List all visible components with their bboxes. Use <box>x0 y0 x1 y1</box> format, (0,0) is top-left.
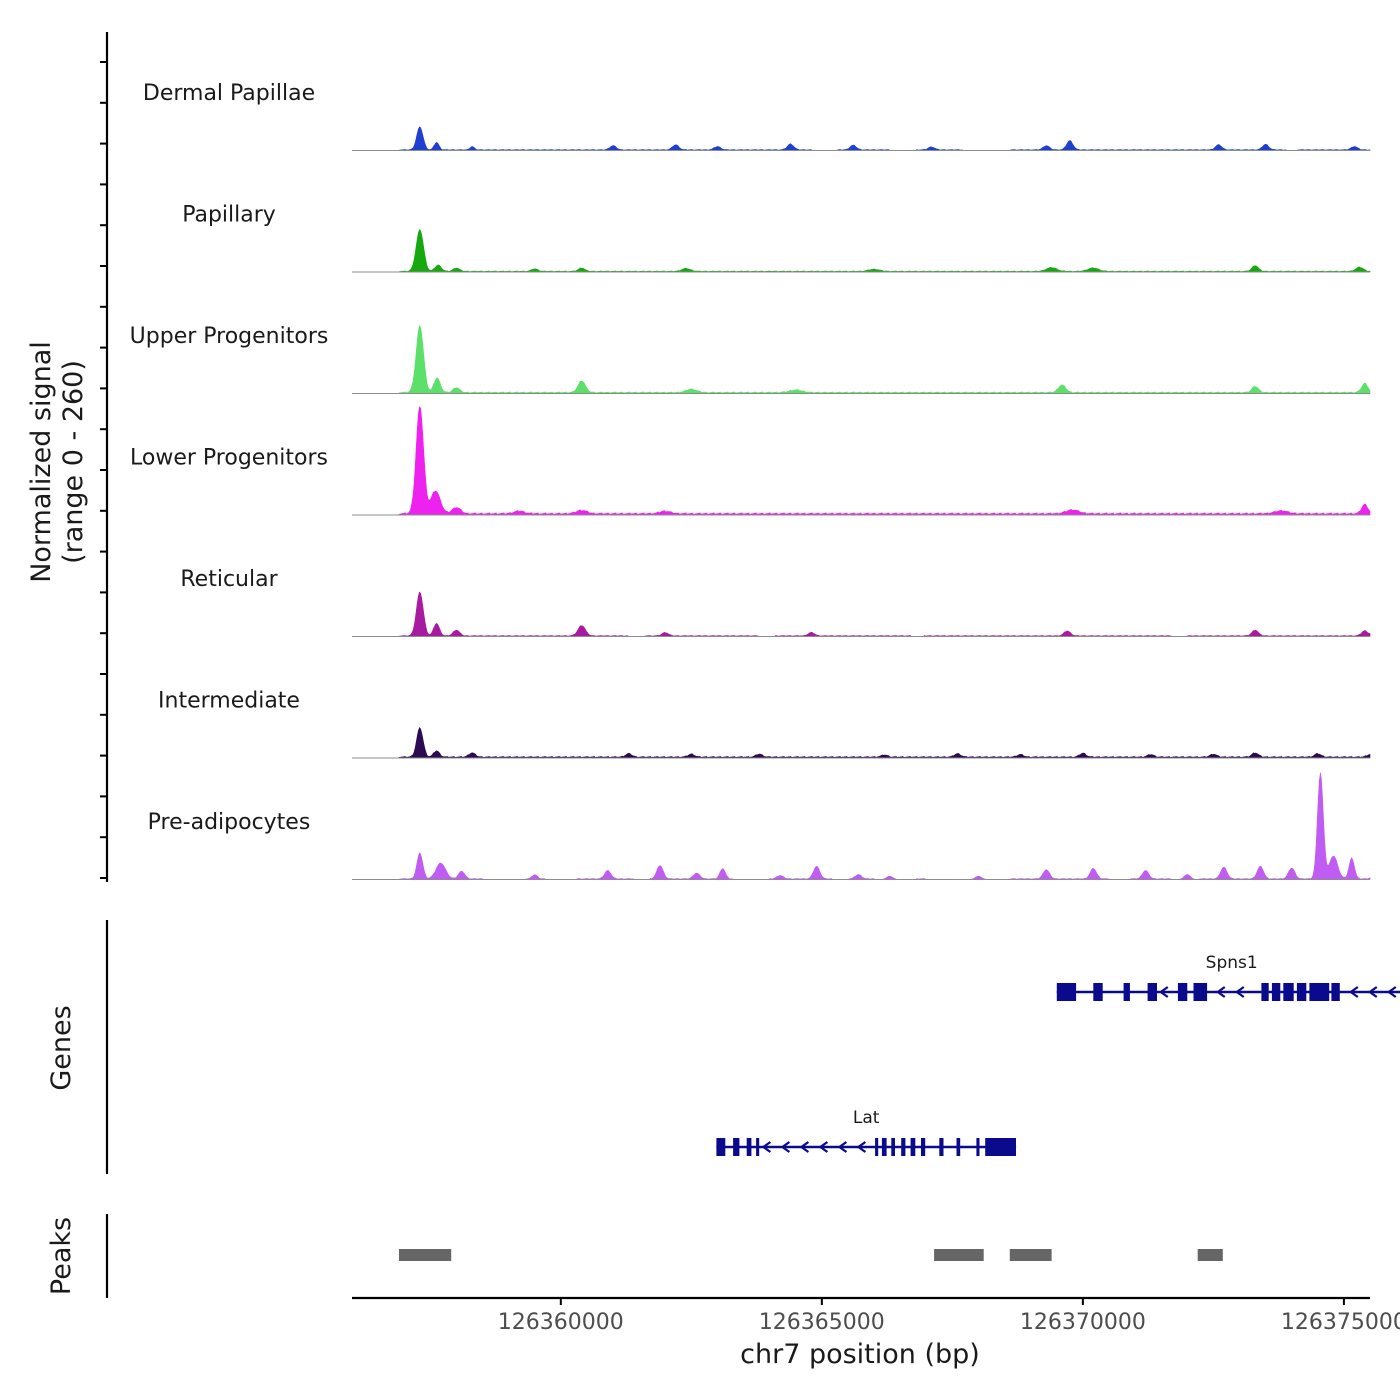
strand-arrow <box>799 1141 810 1153</box>
gene-exon <box>756 1138 760 1156</box>
strand-arrow <box>837 1141 848 1153</box>
peaks-panel-title: Peaks <box>46 1217 77 1295</box>
gene-exon <box>901 1138 906 1156</box>
gene-exon <box>1056 983 1077 1001</box>
track-label: Lower Progenitors <box>130 446 328 471</box>
track-dermal-papillae: Dermal Papillae <box>143 81 1371 151</box>
gene-exon <box>956 1138 961 1156</box>
track-intermediate: Intermediate <box>158 689 1371 759</box>
coverage-area <box>398 727 1371 759</box>
gene-exon <box>976 1138 980 1156</box>
track-lower-progenitors: Lower Progenitors <box>130 406 1371 516</box>
track-pre-adipocytes: Pre-adipocytes <box>148 772 1371 880</box>
peak-region <box>1197 1249 1223 1261</box>
gene-exon <box>1123 983 1130 1001</box>
gene-exon <box>891 1138 895 1156</box>
track-papillary: Papillary <box>182 203 1371 273</box>
gene-exon <box>1271 983 1281 1001</box>
gene-exon <box>1331 983 1340 1001</box>
coverage-area <box>398 229 1371 273</box>
coverage-area <box>398 772 1371 880</box>
track-reticular: Reticular <box>180 567 1371 637</box>
coverage-y-axis-ticks <box>100 61 107 879</box>
track-label: Reticular <box>180 567 278 592</box>
gene-exon <box>1261 983 1269 1001</box>
y-axis-title-line2: (range 0 - 260) <box>58 360 89 564</box>
gene-exon <box>746 1138 752 1156</box>
x-tick-label: 126360000 <box>498 1310 624 1335</box>
gene-annotation-panel: Lat Spns1 <box>716 953 1400 1156</box>
genes-panel-title: Genes <box>46 1005 77 1090</box>
x-tick-label: 126375000 <box>1281 1310 1400 1335</box>
gene-exon <box>1147 983 1157 1001</box>
peak-region <box>934 1249 984 1261</box>
strand-arrow <box>1367 986 1378 998</box>
track-label: Papillary <box>182 203 276 228</box>
x-axis-ticks: 126360000 126365000 126370000 126375000 <box>498 1298 1400 1335</box>
track-label: Dermal Papillae <box>143 81 315 106</box>
track-label: Pre-adipocytes <box>148 810 311 835</box>
gene-exon <box>1296 983 1307 1001</box>
peak-region <box>399 1249 452 1261</box>
gene-exon <box>881 1138 887 1156</box>
gene-lat: Lat <box>716 1108 1017 1156</box>
peak-region <box>1009 1249 1052 1261</box>
strand-arrow <box>856 1141 867 1153</box>
coverage-area <box>398 126 1371 151</box>
gene-spns1: Spns1 <box>1056 953 1400 1001</box>
strand-arrow <box>818 1141 829 1153</box>
x-axis-title: chr7 position (bp) <box>740 1339 980 1370</box>
track-upper-progenitors: Upper Progenitors <box>130 324 1371 394</box>
coverage-area <box>398 591 1371 637</box>
y-axis-title: Normalized signal (range 0 - 260) <box>26 341 89 583</box>
x-tick-label: 126365000 <box>759 1310 885 1335</box>
x-tick-label: 126370000 <box>1020 1310 1146 1335</box>
gene-label: Spns1 <box>1206 953 1258 973</box>
gene-exon <box>1093 983 1103 1001</box>
gene-exon <box>910 1138 916 1156</box>
gene-exon <box>1309 983 1330 1001</box>
gene-label: Lat <box>853 1108 880 1128</box>
gene-exon <box>921 1138 926 1156</box>
gene-exon <box>939 1138 944 1156</box>
gene-exon <box>1177 983 1188 1001</box>
coverage-area <box>398 325 1371 394</box>
peaks-panel <box>399 1249 1223 1261</box>
strand-arrow <box>1158 986 1169 998</box>
strand-arrow <box>761 1141 772 1153</box>
strand-arrow <box>1386 986 1397 998</box>
y-axis-title-line1: Normalized signal <box>26 341 57 583</box>
gene-exon <box>985 1138 1016 1156</box>
coverage-tracks: Dermal Papillae Papillary Upper Progenitor… <box>130 81 1371 880</box>
strand-arrow <box>1234 986 1245 998</box>
strand-arrow <box>780 1141 791 1153</box>
gene-exon <box>733 1138 740 1156</box>
gene-exon <box>1193 983 1208 1001</box>
track-label: Intermediate <box>158 689 300 714</box>
gene-exon <box>1283 983 1294 1001</box>
track-label: Upper Progenitors <box>130 324 329 349</box>
gene-exon <box>875 1138 879 1156</box>
coverage-area <box>398 406 1371 516</box>
strand-arrow <box>1215 986 1226 998</box>
strand-arrow <box>1348 986 1359 998</box>
gene-exon <box>716 1138 726 1156</box>
